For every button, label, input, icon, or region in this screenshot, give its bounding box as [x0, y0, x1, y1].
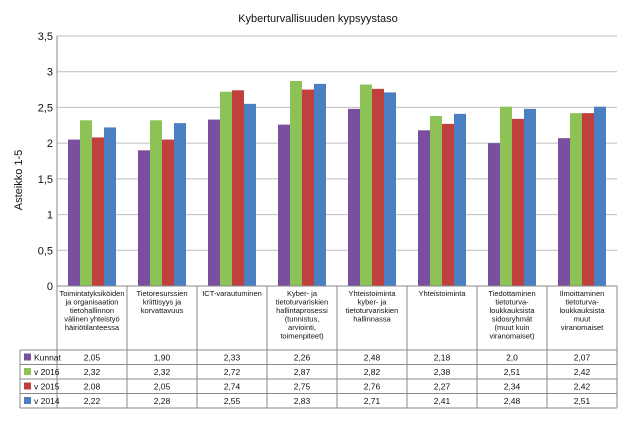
- bar: [244, 103, 256, 286]
- data-label: 2,42: [574, 382, 591, 392]
- bar: [500, 106, 512, 286]
- bar: [150, 120, 162, 287]
- y-tick-label: 3,5: [38, 31, 53, 43]
- data-label: 2,32: [154, 367, 171, 377]
- data-label: 2,05: [84, 353, 101, 363]
- bar: [384, 92, 396, 286]
- legend-swatch: [24, 382, 31, 390]
- data-label: 2,42: [574, 367, 591, 377]
- bar: [582, 113, 594, 287]
- bar: [314, 83, 326, 286]
- y-tick-label: 3: [47, 67, 53, 79]
- y-tick-label: 2,5: [38, 102, 53, 114]
- bar: [430, 116, 442, 286]
- data-label: 2,51: [504, 367, 521, 377]
- data-label: 2,48: [504, 396, 521, 406]
- y-tick-label: 0,5: [38, 245, 53, 257]
- data-label: 2,82: [364, 367, 381, 377]
- bar: [80, 120, 92, 287]
- bar: [68, 139, 80, 286]
- data-table: Toimintatyksiköiden ja organisaation tieto…: [19, 285, 618, 409]
- bar: [232, 90, 244, 287]
- legend-label: v 2014: [34, 396, 60, 406]
- bar: [418, 130, 430, 286]
- bar: [138, 150, 150, 286]
- data-label: 2,55: [224, 396, 241, 406]
- legend-label: v 2016: [34, 367, 60, 377]
- x-tick-label: Tiedottaminen tietoturva-loukkauksista sid…: [488, 289, 535, 341]
- legend-label: Kunnat: [34, 353, 62, 363]
- data-label: 2,75: [294, 382, 311, 392]
- chart-title: Kyberturvallisuuden kypsyystaso: [238, 13, 398, 25]
- data-label: 2,51: [574, 396, 591, 406]
- x-tick-label: ICT-varautuminen: [202, 289, 262, 298]
- data-label: 2,72: [224, 367, 241, 377]
- bar: [442, 123, 454, 286]
- y-tick-label: 0: [47, 281, 53, 293]
- bar: [92, 137, 104, 286]
- x-tick-label: Yhteistoiminta: [418, 289, 466, 298]
- y-tick-label: 1: [47, 210, 53, 222]
- bar: [570, 113, 582, 287]
- bar: [348, 108, 360, 286]
- data-label: 1,90: [154, 353, 171, 363]
- bar: [372, 88, 384, 286]
- data-label: 2,41: [434, 396, 451, 406]
- bar: [512, 118, 524, 286]
- data-label: 2,76: [364, 382, 381, 392]
- data-label: 2,71: [364, 396, 381, 406]
- bar: [174, 123, 186, 287]
- bar: [558, 138, 570, 286]
- data-label: 2,87: [294, 367, 311, 377]
- data-label: 2,18: [434, 353, 451, 363]
- legend-swatch: [24, 353, 31, 361]
- bar: [208, 119, 220, 286]
- bar: [278, 124, 290, 286]
- data-label: 2,26: [294, 353, 311, 363]
- legend-swatch: [24, 397, 31, 404]
- y-tick-label: 2: [47, 138, 53, 150]
- bar: [302, 89, 314, 286]
- data-label: 2,07: [574, 353, 591, 363]
- data-label: 2,0: [506, 353, 518, 363]
- data-label: 2,08: [84, 382, 101, 392]
- data-label: 2,05: [154, 382, 171, 392]
- data-label: 2,28: [154, 396, 171, 406]
- legend-swatch: [24, 368, 31, 375]
- data-label: 2,32: [84, 367, 101, 377]
- data-label: 2,34: [504, 382, 521, 392]
- y-axis-label: Asteikko 1-5: [13, 150, 25, 211]
- bar: [488, 143, 500, 286]
- data-label: 2,33: [224, 353, 241, 363]
- bars: [68, 81, 606, 287]
- bar: [524, 108, 536, 286]
- bar: [360, 84, 372, 286]
- data-label: 2,48: [364, 353, 381, 363]
- data-label: 2,74: [224, 382, 241, 392]
- y-tick-labels: 0 0,5 1 1,5 2 2,5 3 3,5: [38, 31, 53, 293]
- x-tick-label: Toimintatyksiköiden ja organisaation tieto…: [59, 289, 124, 332]
- bar: [220, 91, 232, 286]
- bar: [454, 113, 466, 286]
- bar: [104, 127, 116, 286]
- data-label: 2,27: [434, 382, 451, 392]
- x-tick-label: Tietoresurssien kriittisyys ja korvattavuu…: [137, 289, 188, 315]
- y-tick-label: 1,5: [38, 174, 53, 186]
- x-tick-label: Ilmoittaminen tietoturva-loukkauksista muu…: [559, 289, 605, 332]
- bar: [162, 139, 174, 286]
- data-label: 2,38: [434, 367, 451, 377]
- data-label: 2,22: [84, 396, 101, 406]
- x-tick-label: Kyber- ja tietoturvariskien hallintaproses…: [276, 289, 329, 341]
- bar: [290, 81, 302, 286]
- bar: [594, 106, 606, 286]
- data-label: 2,83: [294, 396, 311, 406]
- x-tick-label: Yhteistoiminta kyber- ja tietoturvariskien…: [346, 289, 399, 324]
- legend-label: v 2015: [34, 382, 60, 392]
